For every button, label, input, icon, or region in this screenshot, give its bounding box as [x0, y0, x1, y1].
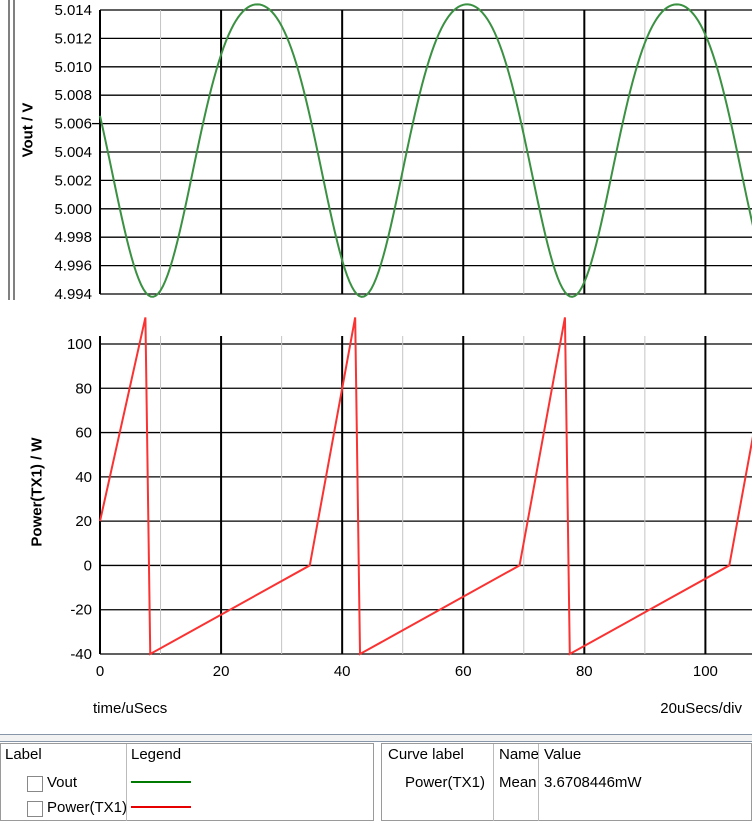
svg-text:-20: -20 — [70, 602, 92, 619]
svg-text:20: 20 — [75, 513, 92, 530]
svg-text:60: 60 — [75, 425, 92, 442]
svg-text:40: 40 — [75, 469, 92, 486]
svg-text:4.996: 4.996 — [54, 258, 92, 275]
svg-text:40: 40 — [334, 663, 351, 680]
svg-text:5.006: 5.006 — [54, 116, 92, 133]
svg-text:5.004: 5.004 — [54, 144, 92, 161]
svg-text:4.998: 4.998 — [54, 229, 92, 246]
svg-text:5.014: 5.014 — [54, 2, 92, 19]
svg-text:0: 0 — [96, 663, 104, 680]
svg-text:5.002: 5.002 — [54, 172, 92, 189]
svg-text:4.994: 4.994 — [54, 286, 92, 300]
svg-text:0: 0 — [84, 557, 92, 574]
svg-text:5.012: 5.012 — [54, 30, 92, 47]
svg-text:80: 80 — [576, 663, 593, 680]
svg-text:5.000: 5.000 — [54, 201, 92, 218]
svg-text:-40: -40 — [70, 646, 92, 663]
svg-text:60: 60 — [455, 663, 472, 680]
svg-text:100: 100 — [67, 336, 92, 353]
svg-text:5.010: 5.010 — [54, 59, 92, 76]
svg-text:5.008: 5.008 — [54, 87, 92, 104]
svg-text:20: 20 — [213, 663, 230, 680]
svg-text:80: 80 — [75, 380, 92, 397]
svg-text:100: 100 — [693, 663, 718, 680]
